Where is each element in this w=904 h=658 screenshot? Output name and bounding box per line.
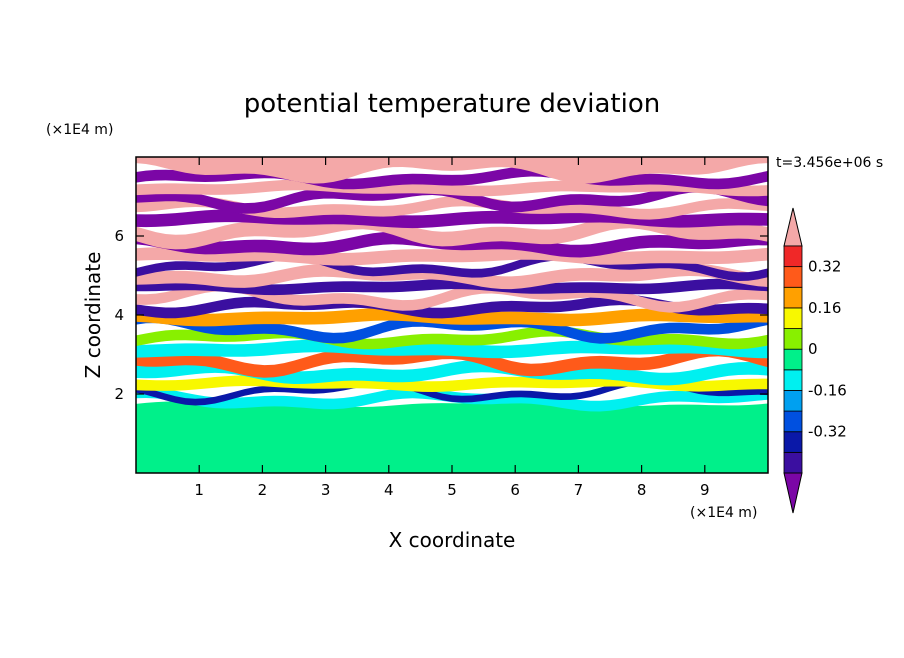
contour-band [136,278,768,296]
x-tick-label: 7 [574,481,584,499]
x-tick-label: 2 [258,481,268,499]
colorbar-tick-label: -0.16 [808,381,847,399]
contour-band [136,195,768,220]
y-axis: 2 4 6 [114,227,768,403]
colorbar-swatch [783,431,803,453]
y-tick-label: 4 [114,306,124,324]
x-tick-label: 9 [700,481,710,499]
contour-field [136,157,768,473]
contour-band [136,263,768,290]
colorbar-swatch [783,328,803,350]
x-tick-label: 4 [384,481,394,499]
y-axis-label: Z coordinate [81,252,105,379]
colorbar-min-arrow [783,472,803,514]
colorbar-swatch [783,245,803,268]
colorbar-tick-label: 0 [808,340,818,358]
x-tick-label: 6 [510,481,520,499]
colorbar-swatch [783,348,803,371]
contour-band [136,401,768,473]
y-tick-label: 2 [114,385,124,403]
colorbar-swatch [783,451,803,474]
contour-band [136,157,768,184]
y-tick-label: 6 [114,227,124,245]
time-label: t=3.456e+06 s [776,155,883,171]
colorbar-tick-label: -0.32 [808,423,847,441]
colorbar-max-arrow [783,207,803,247]
colorbar: 0.32 0.16 0 -0.16 -0.32 [783,207,847,514]
x-tick-label: 1 [194,481,204,499]
colorbar-tick-label: 0.16 [808,299,841,317]
x-tick-label: 5 [447,481,457,499]
colorbar-tick-label: 0.32 [808,258,841,276]
x-tick-label: 3 [321,481,331,499]
colorbar-swatch [783,390,803,412]
contour-band [136,343,768,378]
colorbar-swatch [783,307,803,329]
contour-band [136,359,768,386]
colorbar-swatch [783,410,803,433]
x-tick-label: 8 [637,481,647,499]
y-unit-label: (×1E4 m) [46,122,113,138]
x-axis-label: X coordinate [389,528,516,552]
x-unit-label: (×1E4 m) [690,505,757,521]
contour-band [136,377,768,406]
chart-title: potential temperature deviation [244,89,660,119]
colorbar-swatch [783,286,803,309]
contour-band [136,312,768,344]
colorbar-swatch [783,266,803,288]
x-axis: 1 2 3 4 5 6 7 8 9 [194,157,710,499]
contour-band [136,181,768,214]
colorbar-swatch [783,369,803,391]
